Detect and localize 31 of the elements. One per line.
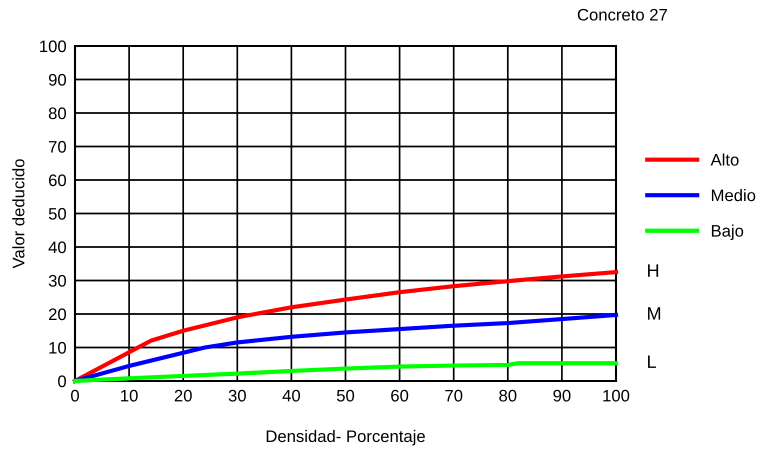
text: L xyxy=(648,355,656,368)
y-tick-label: 40 xyxy=(48,241,66,254)
x-tick-label: 70 xyxy=(445,390,462,402)
y-tick-label: 100 xyxy=(40,40,66,52)
y-tick-label: 0 xyxy=(58,375,66,388)
x-axis-title: Densidad- Porcentaje xyxy=(266,430,425,446)
y-axis-title: Valor deducido xyxy=(12,159,24,268)
x-tick-label: 90 xyxy=(553,390,571,402)
x-tick-label: 0 xyxy=(71,390,79,402)
y-tick-label: 60 xyxy=(48,174,66,186)
x-tick-label: 80 xyxy=(499,390,516,402)
chart-title: Concreto 27 xyxy=(578,8,667,21)
legend-label: Medio xyxy=(712,188,756,202)
y-tick-label: 90 xyxy=(48,74,66,86)
y-tick-label: 10 xyxy=(49,342,66,354)
legend-label: Bajo xyxy=(712,224,744,240)
text: M xyxy=(648,307,660,320)
x-tick-label: 10 xyxy=(121,390,138,402)
text: H xyxy=(648,264,658,277)
x-tick-label: 40 xyxy=(282,390,300,402)
x-tick-label: 100 xyxy=(603,390,630,402)
y-tick-label: 70 xyxy=(48,140,66,153)
x-tick-label: 20 xyxy=(174,390,192,402)
y-tick-label: 30 xyxy=(48,274,66,287)
x-tick-label: 30 xyxy=(228,390,246,402)
legend-label: Alto xyxy=(710,153,739,166)
y-tick-label: 50 xyxy=(48,208,66,220)
x-tick-label: 60 xyxy=(391,390,408,402)
x-tick-label: 50 xyxy=(336,390,354,402)
y-tick-label: 20 xyxy=(48,308,66,320)
y-tick-label: 80 xyxy=(48,107,66,120)
